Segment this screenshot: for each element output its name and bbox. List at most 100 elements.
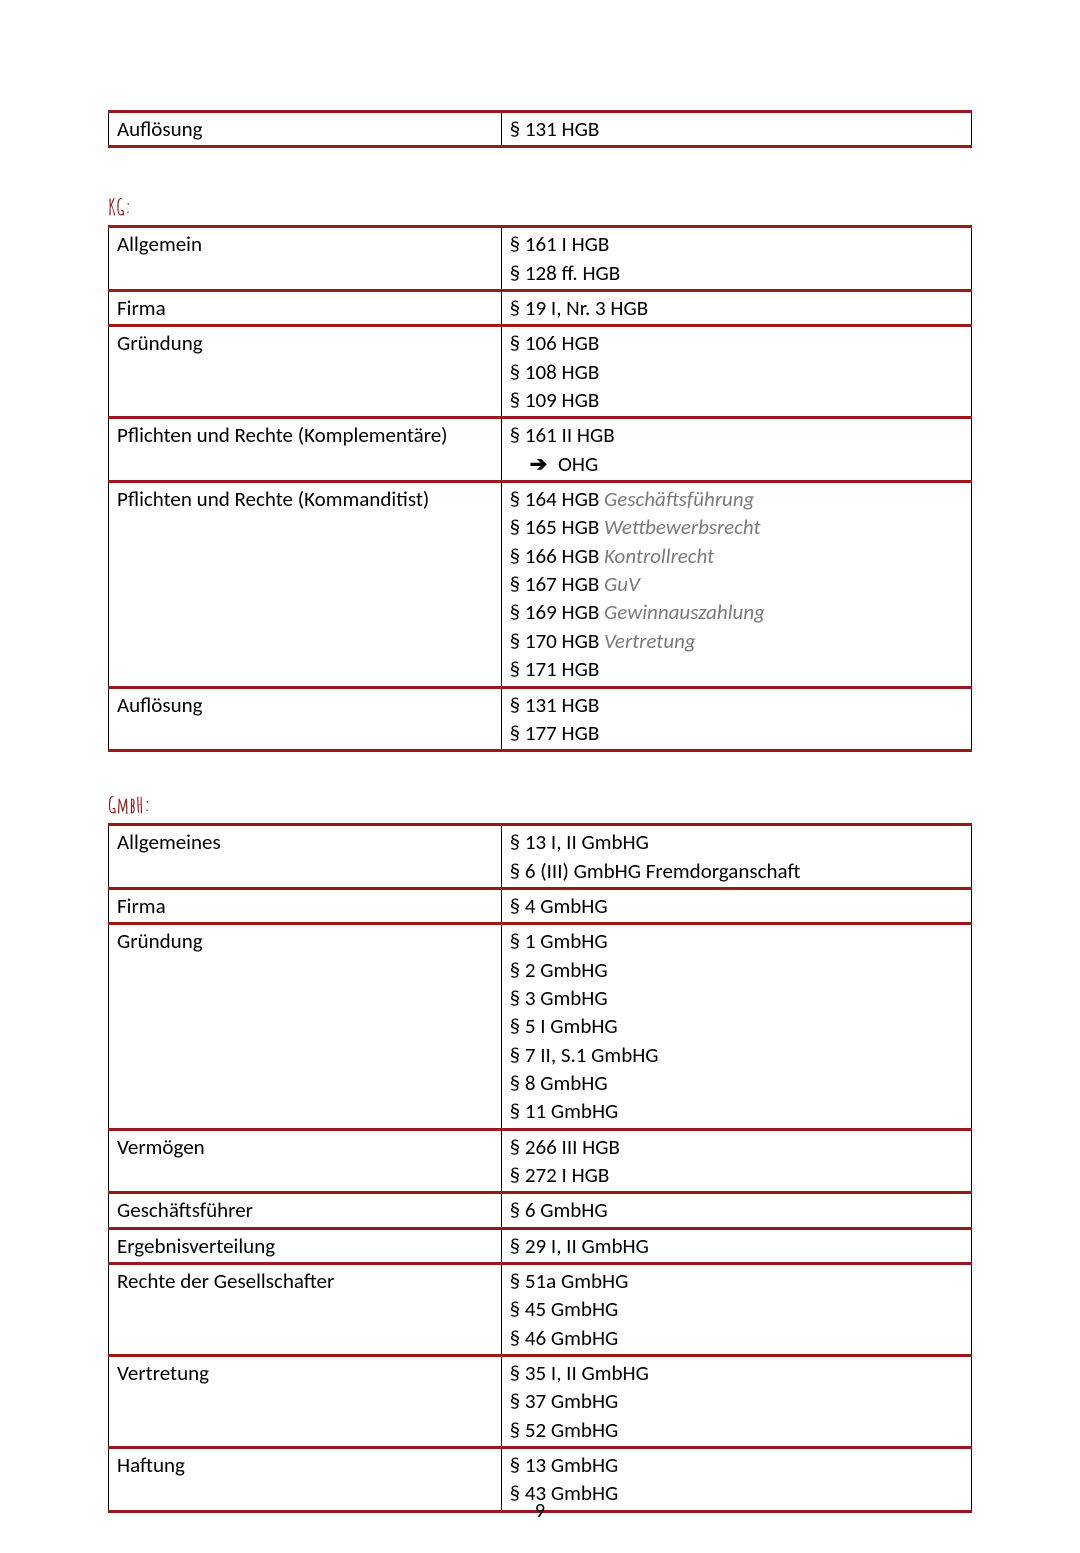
gmbh-heading: GmbH: <box>108 792 972 819</box>
row-entries-cell: § 164 HGB Geschäftsführung§ 165 HGB Wett… <box>501 482 971 687</box>
kg-table-body: Allgemein§ 161 I HGB§ 128 ff. HGBFirma§ … <box>109 227 972 751</box>
row-entries-cell: § 35 I, II GmbHG§ 37 GmbHG§ 52 GmbHG <box>501 1356 971 1448</box>
law-entry: § 164 HGB Geschäftsführung <box>510 485 963 513</box>
table-row: Auflösung§ 131 HGB§ 177 HGB <box>109 687 972 751</box>
table-row: Vertretung§ 35 I, II GmbHG§ 37 GmbHG§ 52… <box>109 1356 972 1448</box>
row-label-cell: Gründung <box>109 326 502 418</box>
kg-heading: KG: <box>108 194 972 221</box>
law-entry: § 45 GmbHG <box>510 1295 963 1323</box>
law-entry: § 165 HGB Wettbewerbsrecht <box>510 513 963 541</box>
row-entries-cell: § 266 III HGB§ 272 I HGB <box>501 1129 971 1193</box>
row-entries-cell: § 6 GmbHG <box>501 1193 971 1228</box>
gmbh-table: Allgemeines § 13 I, II GmbHG§ 6 (III) Gmb… <box>108 823 972 1513</box>
law-entry: § 13 I, II GmbHG <box>510 828 963 856</box>
law-entry: § 19 I, Nr. 3 HGB <box>510 294 963 322</box>
law-entry: § 106 HGB <box>510 329 963 357</box>
arrow-entry: ➔ OHG <box>510 450 963 478</box>
law-entry: § 37 GmbHG <box>510 1387 963 1415</box>
row-entries-cell: § 161 I HGB§ 128 ff. HGB <box>501 227 971 291</box>
spacer <box>108 752 972 792</box>
table-row: Allgemeines § 13 I, II GmbHG§ 6 (III) Gmb… <box>109 825 972 889</box>
row-entries-cell: § 51a GmbHG§ 45 GmbHG§ 46 GmbHG <box>501 1264 971 1356</box>
page-number: 9 <box>0 1499 1080 1523</box>
row-label-cell: Geschäftsführer <box>109 1193 502 1228</box>
law-entry: § 4 GmbHG <box>510 892 963 920</box>
law-entry: § 11 GmbHG <box>510 1097 963 1125</box>
law-entry: § 51a GmbHG <box>510 1267 963 1295</box>
row-entries-cell: § 19 I, Nr. 3 HGB <box>501 291 971 326</box>
law-entry: § 3 GmbHG <box>510 984 963 1012</box>
row-entries-cell: § 131 HGB <box>501 112 971 147</box>
row-entries-cell: § 4 GmbHG <box>501 888 971 923</box>
row-label-cell: Pflichten und Rechte (Kommanditist) <box>109 482 502 687</box>
law-entry: § 266 III HGB <box>510 1133 963 1161</box>
law-entry-note: Gewinnauszahlung <box>604 599 765 625</box>
law-entry: § 5 I GmbHG <box>510 1012 963 1040</box>
law-entry: § 6 (III) GmbHG Fremdorganschaft <box>510 857 963 885</box>
row-label-cell: Firma <box>109 291 502 326</box>
law-entry: § 1 GmbHG <box>510 927 963 955</box>
row-label-cell: Firma <box>109 888 502 923</box>
table-row: Vermögen§ 266 III HGB§ 272 I HGB <box>109 1129 972 1193</box>
law-entry: § 161 I HGB <box>510 230 963 258</box>
table-row: Allgemein§ 161 I HGB§ 128 ff. HGB <box>109 227 972 291</box>
row-entries-cell: § 131 HGB§ 177 HGB <box>501 687 971 751</box>
row-label-cell: Gründung <box>109 924 502 1129</box>
law-entry: § 131 HGB <box>510 691 963 719</box>
law-entry: § 171 HGB <box>510 655 963 683</box>
table-row: Firma § 19 I, Nr. 3 HGB <box>109 291 972 326</box>
table-row: Gründung§ 106 HGB§ 108 HGB§ 109 HGB <box>109 326 972 418</box>
law-entry: § 161 II HGB <box>510 421 963 449</box>
row-label-cell: Vertretung <box>109 1356 502 1448</box>
kg-table: Allgemein§ 161 I HGB§ 128 ff. HGBFirma§ … <box>108 225 972 752</box>
row-label-cell: Allgemeines <box>109 825 502 889</box>
table-row: Ergebnisverteilung § 29 I, II GmbHG <box>109 1228 972 1263</box>
law-entry: § 8 GmbHG <box>510 1069 963 1097</box>
row-label-cell: Ergebnisverteilung <box>109 1228 502 1263</box>
law-entry: § 170 HGB Vertretung <box>510 627 963 655</box>
table-row: Firma § 4 GmbHG <box>109 888 972 923</box>
top-table-body: Auflösung § 131 HGB <box>109 112 972 147</box>
row-label-cell: Auflösung <box>109 112 502 147</box>
law-entry-note: Wettbewerbsrecht <box>604 514 761 540</box>
law-entry: § 13 GmbHG <box>510 1451 963 1479</box>
law-entry: § 109 HGB <box>510 386 963 414</box>
row-label-cell: Pflichten und Rechte (Komplementäre) <box>109 418 502 482</box>
row-label-cell: Allgemein <box>109 227 502 291</box>
row-entries-cell: § 29 I, II GmbHG <box>501 1228 971 1263</box>
table-row: Geschäftsführer § 6 GmbHG <box>109 1193 972 1228</box>
row-entries-cell: § 161 II HGB➔ OHG <box>501 418 971 482</box>
law-entry: § 52 GmbHG <box>510 1416 963 1444</box>
top-table: Auflösung § 131 HGB <box>108 110 972 148</box>
table-row: Rechte der Gesellschafter§ 51a GmbHG§ 45… <box>109 1264 972 1356</box>
law-entry: § 2 GmbHG <box>510 956 963 984</box>
law-entry: § 166 HGB Kontrollrecht <box>510 542 963 570</box>
gmbh-table-body: Allgemeines § 13 I, II GmbHG§ 6 (III) Gmb… <box>109 825 972 1512</box>
law-entry: § 108 HGB <box>510 358 963 386</box>
spacer <box>108 148 972 194</box>
law-entry-note: Geschäftsführung <box>604 486 754 512</box>
table-row: Gründung§ 1 GmbHG§ 2 GmbHG§ 3 GmbHG§ 5 I… <box>109 924 972 1129</box>
law-entry: § 131 HGB <box>510 115 963 143</box>
page: Auflösung§ 131 HGB KG: Allgemein§ 161 I … <box>0 0 1080 1553</box>
law-entry: § 272 I HGB <box>510 1161 963 1189</box>
law-entry: § 7 II, S.1 GmbHG <box>510 1041 963 1069</box>
arrow-right-icon: ➔ <box>530 451 548 477</box>
row-label-cell: Auflösung <box>109 687 502 751</box>
row-label-cell: Vermögen <box>109 1129 502 1193</box>
table-row: Pflichten und Rechte (Komplementäre)§ 16… <box>109 418 972 482</box>
law-entry: § 29 I, II GmbHG <box>510 1232 963 1260</box>
law-entry: § 167 HGB GuV <box>510 570 963 598</box>
row-entries-cell: § 1 GmbHG§ 2 GmbHG§ 3 GmbHG§ 5 I GmbHG§ … <box>501 924 971 1129</box>
law-entry: § 35 I, II GmbHG <box>510 1359 963 1387</box>
law-entry: § 169 HGB Gewinnauszahlung <box>510 598 963 626</box>
row-entries-cell: § 106 HGB§ 108 HGB§ 109 HGB <box>501 326 971 418</box>
row-label-cell: Rechte der Gesellschafter <box>109 1264 502 1356</box>
table-row: Auflösung § 131 HGB <box>109 112 972 147</box>
law-entry-note: Vertretung <box>604 628 696 654</box>
law-entry-note: Kontrollrecht <box>604 543 714 569</box>
law-entry-note: GuV <box>604 571 640 597</box>
table-row: Pflichten und Rechte (Kommanditist)§ 164… <box>109 482 972 687</box>
law-entry: § 6 GmbHG <box>510 1196 963 1224</box>
law-entry: § 177 HGB <box>510 719 963 747</box>
